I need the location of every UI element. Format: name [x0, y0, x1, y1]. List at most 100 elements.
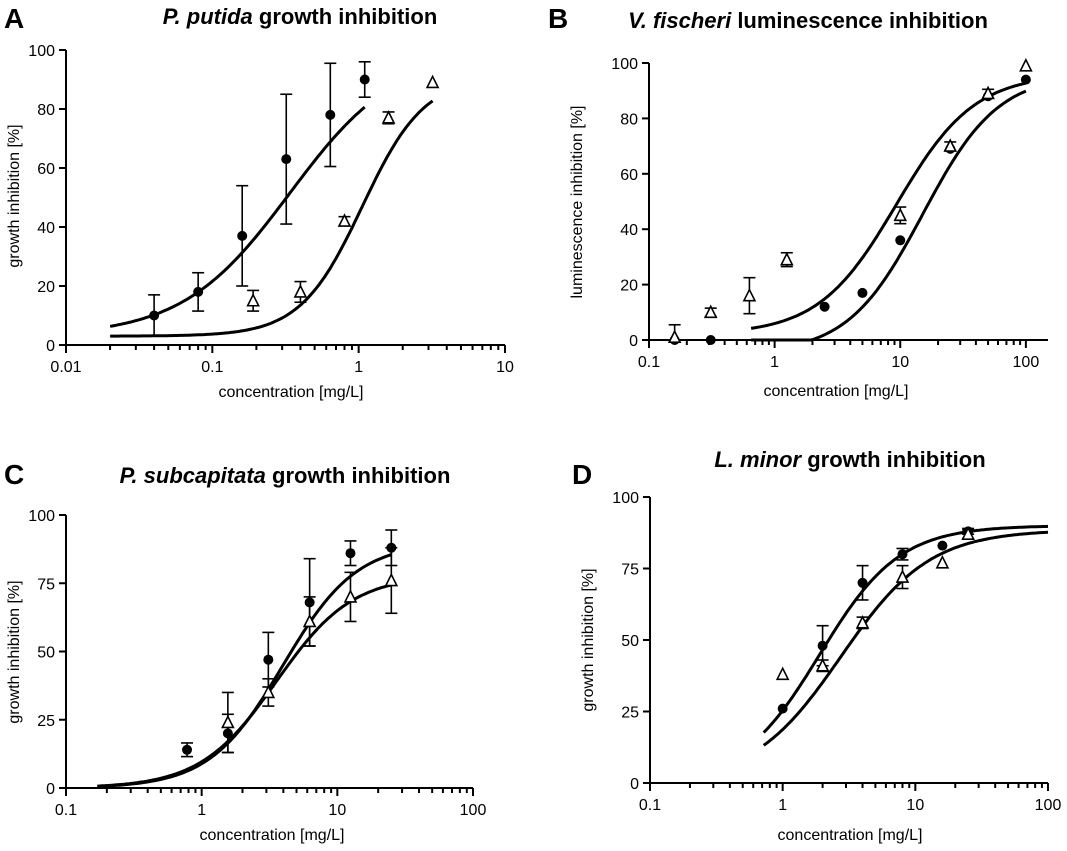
x-tick-label: 1	[354, 359, 363, 376]
chart-title-species: P. subcapitata	[120, 463, 266, 488]
data-point-triangle	[893, 207, 908, 222]
y-tick-label: 0	[46, 338, 55, 355]
panel-a-chart: A P. putida growth inhibition concentrat…	[4, 3, 514, 401]
y-tick-label: 80	[37, 102, 55, 119]
chart-title: L. minor growth inhibition	[714, 447, 985, 472]
data-point-circle	[281, 154, 292, 165]
x-tick-label: 10	[328, 802, 346, 819]
panel-letter: A	[4, 3, 24, 34]
data-point-triangle	[742, 287, 757, 302]
data-point-circle	[777, 703, 788, 714]
y-tick-label: 100	[28, 43, 55, 60]
chart-title-rest: luminescence inhibition	[731, 8, 988, 33]
data-point-circle	[857, 577, 868, 588]
data-point-triangle	[703, 304, 718, 319]
data-point-triangle	[425, 74, 440, 89]
y-tick-label: 0	[629, 333, 638, 350]
y-tick-label: 60	[620, 167, 638, 184]
panel-letter: B	[548, 3, 568, 34]
chart-title: V. fischeri luminescence inhibition	[628, 8, 988, 33]
data-point-triangle	[261, 684, 276, 699]
data-point-circle	[263, 654, 274, 665]
y-tick-label: 25	[37, 713, 55, 730]
chart-title: P. subcapitata growth inhibition	[120, 463, 451, 488]
y-axis-label: growth inhibition [%]	[580, 568, 597, 711]
panel-b-chart: B V. fischeri luminescence inhibition co…	[548, 3, 1048, 400]
y-axis-label: growth inhibition [%]	[6, 124, 23, 267]
chart-title-species: P. putida	[163, 4, 253, 29]
x-tick-label: 10	[906, 797, 924, 814]
x-tick-label: 1	[770, 354, 779, 371]
data-point-circle	[193, 286, 204, 297]
data-point-circle	[1020, 74, 1031, 85]
data-point-triangle	[337, 213, 352, 227]
data-point-triangle	[302, 613, 317, 628]
y-tick-label: 75	[621, 562, 639, 579]
data-point-circle	[705, 335, 716, 345]
data-point-triangle	[943, 138, 958, 152]
data-point-triangle	[221, 714, 235, 729]
x-tick-label: 100	[460, 802, 487, 819]
chart-title-species: L. minor	[714, 447, 802, 472]
y-tick-label: 40	[37, 220, 55, 237]
y-tick-label: 20	[620, 278, 638, 295]
data-point-circle	[817, 640, 828, 651]
fit-curve-series-1	[97, 553, 392, 788]
data-point-triangle	[961, 526, 975, 540]
data-point-triangle	[343, 589, 358, 603]
x-tick-label: 0.1	[55, 802, 77, 819]
data-point-circle	[895, 235, 906, 246]
data-point-circle	[182, 744, 193, 755]
y-axis-label: luminescence inhibition [%]	[569, 106, 586, 299]
y-tick-label: 20	[37, 279, 55, 296]
data-point-circle	[345, 548, 356, 559]
data-point-triangle	[895, 569, 910, 583]
data-point-triangle	[780, 251, 794, 266]
y-tick-label: 60	[37, 161, 55, 178]
data-point-triangle	[981, 85, 995, 100]
fit-curve-series-2	[110, 99, 434, 338]
x-tick-label: 100	[1013, 354, 1040, 371]
data-point-triangle	[246, 292, 260, 307]
y-tick-label: 40	[620, 222, 638, 239]
y-tick-label: 0	[630, 776, 639, 793]
chart-title-rest: growth inhibition	[266, 463, 451, 488]
x-tick-label: 0.1	[639, 797, 661, 814]
panel-d-chart: D L. minor growth inhibition concentrati…	[572, 447, 1061, 844]
data-point-triangle	[667, 329, 682, 344]
x-tick-label: 0.01	[50, 359, 81, 376]
data-point-triangle	[815, 657, 830, 672]
panel-c-chart: C P. subcapitata growth inhibition conce…	[4, 459, 486, 844]
data-point-circle	[325, 109, 336, 120]
x-axis-label: concentration [mg/L]	[219, 384, 364, 401]
x-axis-label: concentration [mg/L]	[764, 383, 909, 400]
x-tick-label: 10	[891, 354, 909, 371]
data-point-circle	[237, 230, 248, 241]
panel-letter: C	[4, 459, 24, 490]
chart-title: P. putida growth inhibition	[163, 4, 438, 29]
data-point-circle	[897, 549, 908, 560]
data-point-triangle	[935, 554, 950, 569]
x-tick-label: 100	[1035, 797, 1062, 814]
y-tick-label: 50	[37, 645, 55, 662]
x-tick-label: 10	[496, 359, 514, 376]
y-tick-label: 0	[46, 781, 55, 798]
data-point-circle	[359, 74, 370, 85]
y-tick-label: 25	[621, 705, 639, 722]
y-axis-label: growth inhibition [%]	[6, 580, 23, 723]
fit-curve-series-1	[109, 105, 366, 328]
data-point-triangle	[384, 572, 399, 587]
axes	[59, 49, 506, 353]
data-point-triangle	[1019, 57, 1033, 72]
x-axis-label: concentration [mg/L]	[778, 827, 923, 844]
x-axis-label: concentration [mg/L]	[200, 827, 345, 844]
y-tick-label: 50	[621, 633, 639, 650]
data-point-circle	[857, 287, 868, 298]
chart-title-species: V. fischeri	[628, 8, 732, 33]
fit-curve-series-2	[97, 583, 392, 788]
y-tick-label: 100	[28, 508, 55, 525]
data-point-triangle	[855, 615, 870, 629]
y-tick-label: 75	[37, 576, 55, 593]
axes	[643, 496, 1049, 791]
